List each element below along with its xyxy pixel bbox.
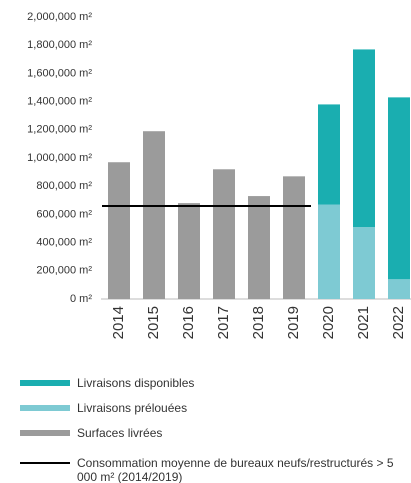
legend-label: Consommation moyenne de bureaux neufs/re… xyxy=(77,456,394,483)
y-tick-label: 1,600,000 m² xyxy=(27,67,92,79)
x-tick-label: 2015 xyxy=(145,306,162,339)
x-tick-label: 2021 xyxy=(355,306,372,339)
legend-swatch xyxy=(20,380,70,386)
legend-swatch xyxy=(20,405,70,411)
x-tick-label: 2022 xyxy=(390,306,407,339)
bar xyxy=(143,131,165,299)
bar xyxy=(353,227,375,299)
y-tick-label: 1,000,000 m² xyxy=(27,152,92,164)
bar xyxy=(213,169,235,299)
x-tick-label: 2020 xyxy=(320,306,337,339)
y-tick-label: 0 m² xyxy=(70,293,92,305)
x-tick-label: 2019 xyxy=(285,306,302,339)
legend-label: Livraisons disponibles xyxy=(77,376,195,390)
x-tick-label: 2014 xyxy=(110,306,127,339)
y-tick-label: 200,000 m² xyxy=(36,265,92,277)
x-tick-label: 2018 xyxy=(250,306,267,339)
legend-label: Surfaces livrées xyxy=(77,426,163,440)
legend-label: Livraisons prélouées xyxy=(77,401,188,415)
bar xyxy=(178,203,200,299)
y-tick-label: 800,000 m² xyxy=(36,180,92,192)
bar xyxy=(108,162,130,299)
bar xyxy=(388,97,410,280)
bar xyxy=(388,279,410,299)
bar xyxy=(318,104,340,205)
x-tick-label: 2016 xyxy=(180,306,197,339)
y-tick-label: 1,200,000 m² xyxy=(27,124,92,136)
bar xyxy=(283,176,305,299)
y-tick-label: 1,400,000 m² xyxy=(27,96,92,108)
bar xyxy=(318,204,340,299)
x-tick-label: 2017 xyxy=(215,306,232,339)
bar xyxy=(353,49,375,228)
legend-swatch xyxy=(20,430,70,436)
bar xyxy=(248,196,270,299)
y-tick-label: 2,000,000 m² xyxy=(27,11,92,23)
y-tick-label: 1,800,000 m² xyxy=(27,39,92,51)
y-tick-label: 600,000 m² xyxy=(36,208,92,220)
y-tick-label: 400,000 m² xyxy=(36,237,92,249)
